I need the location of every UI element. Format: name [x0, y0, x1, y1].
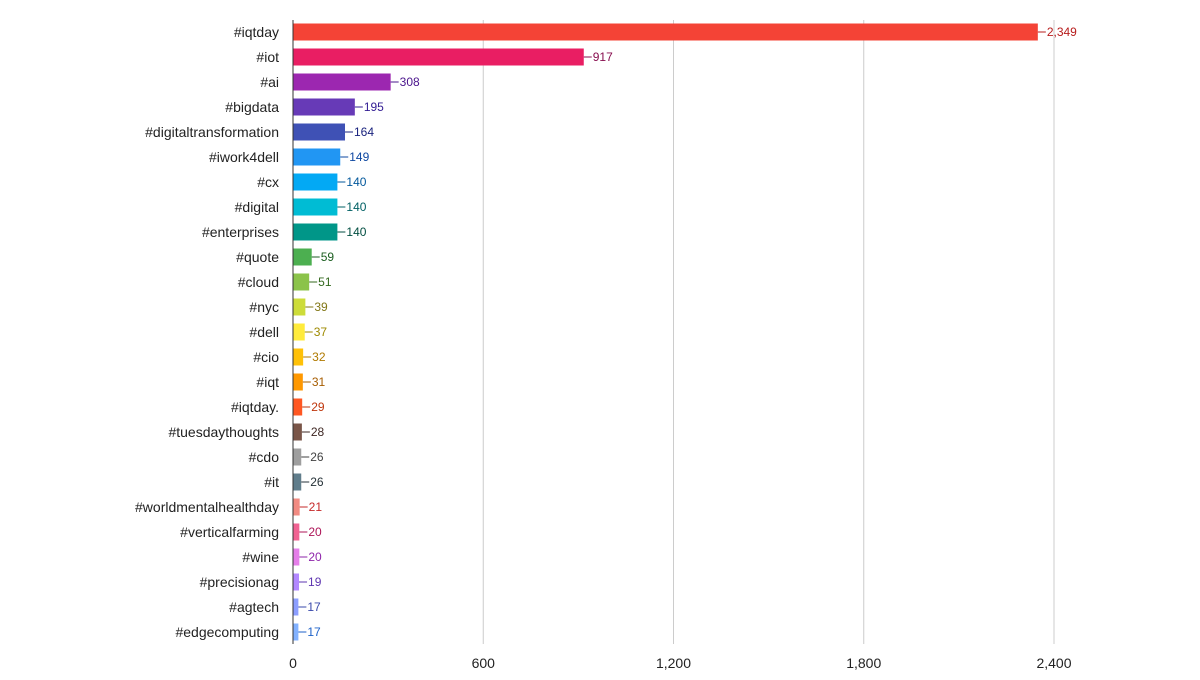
value-label-18: 26 [310, 475, 324, 489]
bar-20 [293, 523, 300, 541]
labels: 0 600 1,200 1,800 2,400 2,349 #iqtday 917 #iot 30… [135, 24, 1077, 671]
x-tick-label-3: 1,800 [846, 655, 881, 671]
category-label-10: #cloud [238, 274, 279, 290]
value-label-11: 39 [314, 300, 328, 314]
category-label-15: #iqtday. [231, 399, 279, 415]
x-tick-label-1: 600 [472, 655, 496, 671]
category-label-19: #worldmentalhealthday [135, 499, 279, 515]
category-label-20: #verticalfarming [180, 524, 279, 540]
value-label-2: 308 [400, 75, 420, 89]
bar-17 [293, 448, 302, 466]
bar-14 [293, 373, 303, 391]
bar-16 [293, 423, 302, 441]
bar-7 [293, 198, 338, 216]
x-tick-label-4: 2,400 [1036, 655, 1071, 671]
bar-8 [293, 223, 338, 241]
category-label-17: #cdo [249, 449, 280, 465]
category-label-1: #iot [256, 49, 279, 65]
category-label-7: #digital [235, 199, 279, 215]
bar-6 [293, 173, 338, 191]
category-label-21: #wine [242, 549, 279, 565]
value-label-1: 917 [593, 50, 613, 64]
value-label-9: 59 [321, 250, 335, 264]
bar-22 [293, 573, 300, 591]
category-label-23: #agtech [229, 599, 279, 615]
x-tick-label-0: 0 [289, 655, 297, 671]
category-label-2: #ai [260, 74, 279, 90]
bar-21 [293, 548, 300, 566]
bar-12 [293, 323, 305, 341]
gridlines [482, 20, 1055, 644]
value-label-7: 140 [346, 200, 366, 214]
value-label-10: 51 [318, 275, 332, 289]
category-label-8: #enterprises [202, 224, 279, 240]
category-label-12: #dell [249, 324, 279, 340]
value-label-0: 2,349 [1047, 25, 1077, 39]
value-label-22: 19 [308, 575, 322, 589]
category-label-13: #cio [253, 349, 279, 365]
category-label-16: #tuesdaythoughts [168, 424, 279, 440]
value-label-21: 20 [308, 550, 322, 564]
category-label-3: #bigdata [225, 99, 279, 115]
category-label-0: #iqtday [234, 24, 279, 40]
value-label-19: 21 [309, 500, 323, 514]
value-label-12: 37 [314, 325, 328, 339]
bar-4 [293, 123, 346, 141]
value-label-24: 17 [307, 625, 321, 639]
category-label-5: #iwork4dell [209, 149, 279, 165]
category-label-9: #quote [236, 249, 279, 265]
category-label-4: #digitaltransformation [145, 124, 279, 140]
category-label-18: #it [264, 474, 279, 490]
value-label-16: 28 [311, 425, 325, 439]
category-label-11: #nyc [249, 299, 279, 315]
x-tick-label-2: 1,200 [656, 655, 691, 671]
bar-0 [293, 23, 1038, 41]
category-label-14: #iqt [256, 374, 279, 390]
value-label-6: 140 [346, 175, 366, 189]
bar-10 [293, 273, 310, 291]
bar-18 [293, 473, 302, 491]
value-label-17: 26 [310, 450, 324, 464]
bar-19 [293, 498, 300, 516]
value-label-3: 195 [364, 100, 384, 114]
bar-1 [293, 48, 584, 66]
bar-23 [293, 598, 299, 616]
bars [293, 23, 1038, 641]
value-label-15: 29 [311, 400, 325, 414]
bar-2 [293, 73, 391, 91]
category-label-24: #edgecomputing [175, 624, 279, 640]
value-label-20: 20 [308, 525, 322, 539]
bar-24 [293, 623, 299, 641]
value-label-8: 140 [346, 225, 366, 239]
value-label-4: 164 [354, 125, 374, 139]
category-label-6: #cx [257, 174, 279, 190]
category-label-22: #precisionag [200, 574, 279, 590]
bar-13 [293, 348, 304, 366]
value-label-14: 31 [312, 375, 326, 389]
value-label-23: 17 [307, 600, 321, 614]
value-label-13: 32 [312, 350, 326, 364]
bar-15 [293, 398, 303, 416]
bar-9 [293, 248, 312, 266]
value-label-5: 149 [349, 150, 369, 164]
bar-11 [293, 298, 306, 316]
bar-3 [293, 98, 355, 116]
bar-5 [293, 148, 341, 166]
